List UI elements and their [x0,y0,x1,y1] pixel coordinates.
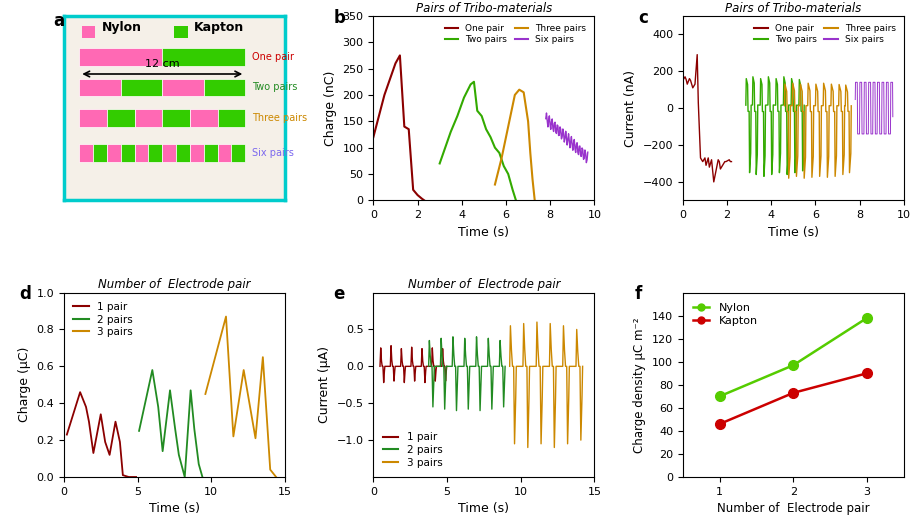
Y-axis label: Current (μA): Current (μA) [318,346,331,423]
Title: Pairs of Tribo-materials: Pairs of Tribo-materials [415,2,552,15]
Bar [231,144,246,162]
X-axis label: Time (s): Time (s) [458,502,509,515]
Legend: 1 pair, 2 pairs, 3 pairs: 1 pair, 2 pairs, 3 pairs [379,428,446,472]
Bar [190,109,217,127]
Legend: One pair, Two pairs, Three pairs, Six pairs: One pair, Two pairs, Three pairs, Six pa… [441,21,590,48]
Bar [134,109,163,127]
Bar [93,144,107,162]
Text: Nylon: Nylon [101,21,142,34]
Bar [107,144,121,162]
Y-axis label: Charge (μC): Charge (μC) [18,347,31,422]
Text: a: a [53,12,64,30]
Text: b: b [333,8,345,26]
Bar [149,144,163,162]
Text: 12 cm: 12 cm [145,59,180,69]
Title: Number of  Electrode pair: Number of Electrode pair [99,278,251,292]
Bar [217,144,231,162]
Bar [204,144,217,162]
Text: One pair: One pair [252,52,294,62]
X-axis label: Time (s): Time (s) [768,226,819,238]
Bar [190,144,204,162]
Bar [163,78,204,96]
Bar [79,109,107,127]
Bar [134,144,149,162]
X-axis label: Number of  Electrode pair: Number of Electrode pair [717,502,870,515]
Bar [121,144,134,162]
Title: Number of  Electrode pair: Number of Electrode pair [407,278,561,292]
Text: d: d [20,285,32,303]
Bar [176,144,190,162]
Text: Three pairs: Three pairs [252,113,307,123]
Y-axis label: Charge density μC m⁻²: Charge density μC m⁻² [634,317,646,453]
Text: c: c [638,8,648,26]
Bar [79,144,93,162]
Title: Pairs of Tribo-materials: Pairs of Tribo-materials [725,2,862,15]
Bar [163,144,176,162]
X-axis label: Time (s): Time (s) [458,226,509,238]
Text: e: e [333,285,345,303]
Bar [81,26,95,38]
Text: f: f [635,285,642,303]
Legend: Nylon, Kapton: Nylon, Kapton [688,298,762,330]
Y-axis label: Current (nA): Current (nA) [624,69,637,147]
Bar [163,48,246,66]
Bar [204,78,246,96]
Text: Six pairs: Six pairs [252,148,294,158]
Bar [79,48,163,66]
Bar [217,109,246,127]
Bar [121,78,163,96]
Bar [79,78,121,96]
Bar [174,26,188,38]
X-axis label: Time (s): Time (s) [149,502,200,515]
Text: Kapton: Kapton [194,21,245,34]
Legend: One pair, Two pairs, Three pairs, Six pairs: One pair, Two pairs, Three pairs, Six pa… [750,21,899,48]
Y-axis label: Charge (nC): Charge (nC) [324,70,337,146]
Legend: 1 pair, 2 pairs, 3 pairs: 1 pair, 2 pairs, 3 pairs [69,298,137,341]
Bar [107,109,134,127]
Bar [163,109,190,127]
Text: Two pairs: Two pairs [252,82,297,92]
